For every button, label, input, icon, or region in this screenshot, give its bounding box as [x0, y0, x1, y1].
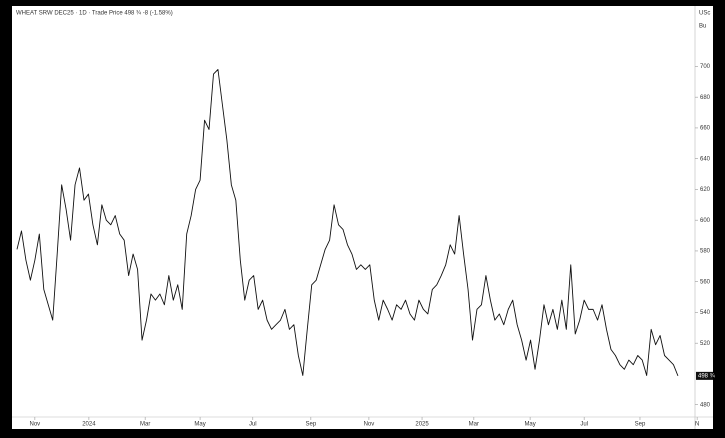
chart-title: WHEAT SRW DEC25 · 1D · Trade Price 498 ¾…: [16, 11, 173, 17]
last-price-box: [696, 371, 713, 380]
y-tick-label: 520: [700, 341, 711, 347]
y-unit-sub: Bu: [699, 24, 706, 30]
x-tick-label: 2025: [415, 422, 429, 428]
x-tick-label: 2024: [82, 422, 96, 428]
y-tick-label: 660: [700, 126, 711, 132]
y-tick-label: 560: [700, 279, 711, 285]
y-unit: USc: [699, 11, 710, 17]
y-tick-label: 620: [700, 187, 711, 193]
chart-area: [12, 6, 713, 429]
last-price-label: 498 ¾: [698, 373, 716, 379]
y-tick-label: 540: [700, 310, 711, 316]
x-tick-label: Sep: [306, 422, 317, 428]
y-tick-label: 640: [700, 156, 711, 162]
x-tick-label: Mar: [469, 422, 479, 428]
y-tick-label: 680: [700, 95, 711, 101]
x-tick-label: N: [695, 422, 699, 428]
x-tick-label: Nov: [30, 422, 41, 428]
y-tick-label: 580: [700, 249, 711, 255]
x-tick-label: Sep: [635, 422, 646, 428]
x-tick-label: Jul: [580, 422, 588, 428]
y-tick-label: 700: [700, 64, 711, 70]
x-tick-label: Nov: [364, 422, 375, 428]
y-tick-label: 480: [700, 402, 711, 408]
x-tick-label: May: [194, 422, 205, 428]
y-tick-label: 600: [700, 218, 711, 224]
x-tick-label: Mar: [140, 422, 150, 428]
price-line: [16, 69, 679, 377]
x-tick-label: Jul: [249, 422, 257, 428]
x-tick-label: May: [524, 422, 535, 428]
